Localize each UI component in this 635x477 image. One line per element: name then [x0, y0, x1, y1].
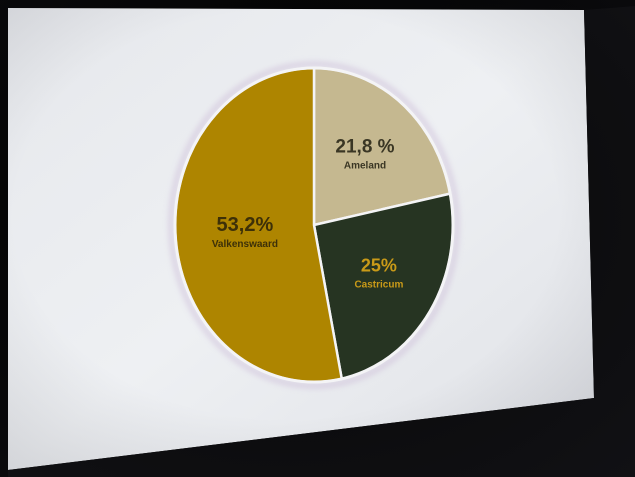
pie-rim [173, 66, 455, 384]
pie-halo [168, 61, 460, 389]
slice-percentage-ameland: 21,8 % [335, 137, 394, 158]
slice-label-valkenswaard: Valkenswaard [212, 239, 278, 250]
slice-label-castricum: Castricum [354, 280, 403, 291]
slice-percentage-castricum: 25% [361, 256, 397, 276]
screen-edge [8, 6, 635, 477]
slice-percentage-valkenswaard: 53,2% [217, 214, 274, 236]
pie-chart: 21,8 % Ameland 25% Castricum 53,2% Valkenswaa… [168, 61, 460, 389]
slice-label-ameland: Ameland [344, 161, 386, 172]
